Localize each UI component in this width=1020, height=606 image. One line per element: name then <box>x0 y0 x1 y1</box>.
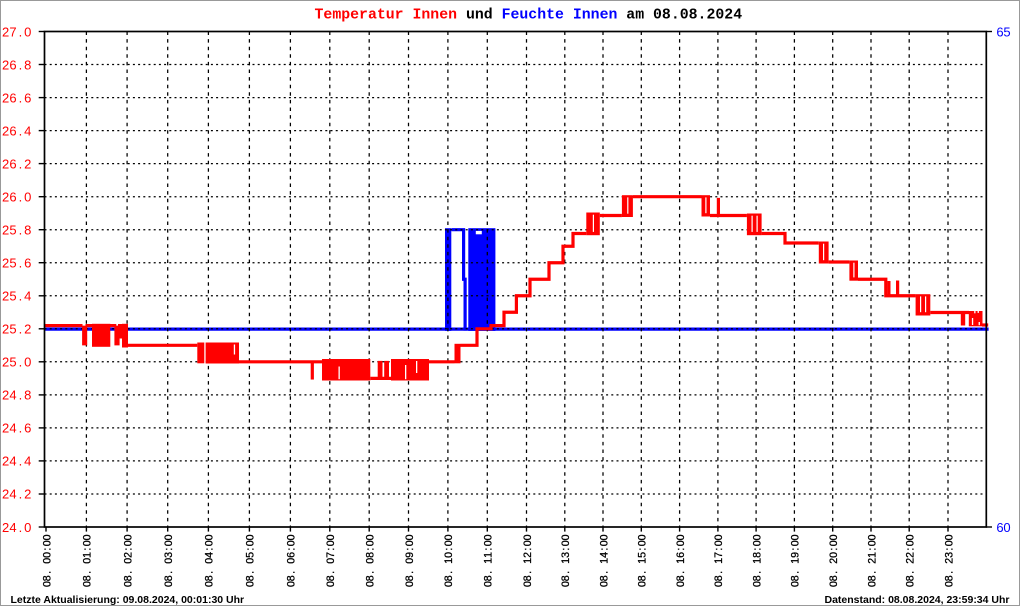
svg-text:08. 05:00: 08. 05:00 <box>245 534 257 587</box>
svg-text:24.6: 24.6 <box>2 421 31 436</box>
svg-text:08. 18:00: 08. 18:00 <box>751 534 763 587</box>
svg-text:65: 65 <box>996 24 1010 39</box>
svg-text:24.4: 24.4 <box>2 454 31 469</box>
svg-text:08. 06:00: 08. 06:00 <box>286 534 298 587</box>
svg-text:26.8: 26.8 <box>2 57 31 72</box>
svg-text:25.4: 25.4 <box>2 289 31 304</box>
svg-text:24.2: 24.2 <box>2 487 31 502</box>
svg-text:08. 07:00: 08. 07:00 <box>325 534 337 587</box>
svg-text:08. 21:00: 08. 21:00 <box>866 534 878 587</box>
svg-text:08. 12:00: 08. 12:00 <box>522 534 534 587</box>
svg-text:Letzte Aktualisierung: 09.08.2: Letzte Aktualisierung: 09.08.2024, 00:01… <box>11 594 245 606</box>
svg-text:08. 08:00: 08. 08:00 <box>365 534 377 587</box>
svg-text:25.0: 25.0 <box>2 355 31 370</box>
svg-text:08. 02:00: 08. 02:00 <box>122 534 134 587</box>
svg-text:26.0: 26.0 <box>2 189 31 204</box>
svg-text:08. 13:00: 08. 13:00 <box>560 534 572 587</box>
svg-text:25.2: 25.2 <box>2 322 31 337</box>
svg-text:25.6: 25.6 <box>2 255 31 270</box>
svg-text:60: 60 <box>996 520 1010 535</box>
svg-text:08. 10:00: 08. 10:00 <box>443 534 455 587</box>
svg-text:08. 17:00: 08. 17:00 <box>713 534 725 587</box>
svg-text:27.0: 27.0 <box>2 24 31 39</box>
svg-text:08. 23:00: 08. 23:00 <box>943 534 955 587</box>
svg-text:25.8: 25.8 <box>2 222 31 237</box>
svg-text:08. 14:00: 08. 14:00 <box>598 534 610 587</box>
svg-text:08. 16:00: 08. 16:00 <box>675 534 687 587</box>
svg-text:08. 11:00: 08. 11:00 <box>483 534 495 587</box>
svg-text:26.2: 26.2 <box>2 156 31 171</box>
svg-text:08. 19:00: 08. 19:00 <box>790 534 802 587</box>
svg-text:08. 20:00: 08. 20:00 <box>828 534 840 587</box>
svg-text:26.6: 26.6 <box>2 90 31 105</box>
svg-text:24.8: 24.8 <box>2 388 31 403</box>
svg-text:08. 15:00: 08. 15:00 <box>637 534 649 587</box>
svg-text:08. 22:00: 08. 22:00 <box>905 534 917 587</box>
svg-text:08. 09:00: 08. 09:00 <box>404 534 416 587</box>
svg-text:26.4: 26.4 <box>2 123 31 138</box>
svg-text:24.0: 24.0 <box>2 520 31 535</box>
svg-text:08. 01:00: 08. 01:00 <box>82 534 94 587</box>
svg-text:Temperatur Innen und Feuchte I: Temperatur Innen und Feuchte Innen am 08… <box>315 8 743 24</box>
svg-text:Datenstand: 08.08.2024, 23:59:: Datenstand: 08.08.2024, 23:59:34 Uhr <box>824 594 1009 606</box>
svg-text:08. 03:00: 08. 03:00 <box>163 534 175 587</box>
svg-text:08. 04:00: 08. 04:00 <box>204 534 216 587</box>
svg-text:08. 00:00: 08. 00:00 <box>41 534 53 587</box>
